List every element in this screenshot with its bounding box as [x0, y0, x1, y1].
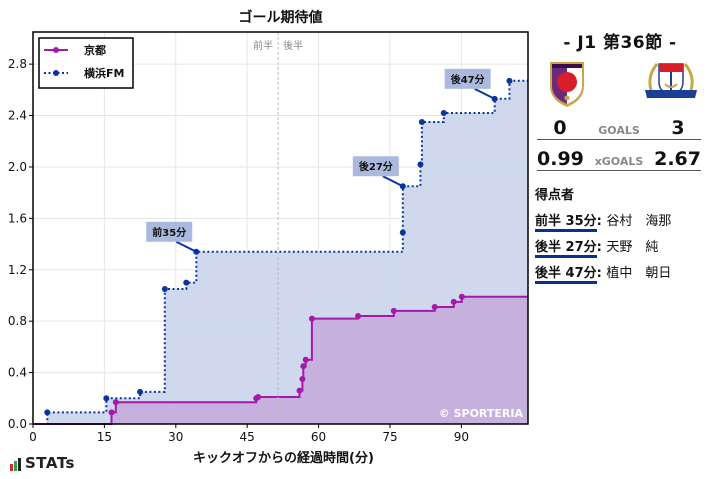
x-axis-label: キックオフからの経過時間(分)	[193, 450, 374, 466]
home-xg: 0.99	[537, 148, 584, 170]
x-tick-label: 60	[311, 430, 326, 444]
data-point	[103, 395, 110, 402]
data-point	[308, 315, 315, 322]
goal-annotation-box	[146, 221, 193, 242]
home-goals: 0	[553, 117, 567, 139]
y-tick-label: 0.0	[8, 417, 27, 431]
data-point	[390, 307, 397, 314]
data-point	[355, 313, 362, 320]
goal-annotation-box	[444, 68, 491, 89]
data-point	[418, 118, 425, 125]
x-tick-label: 30	[168, 430, 183, 444]
data-point	[296, 387, 303, 394]
data-point	[302, 356, 309, 363]
data-point	[431, 304, 438, 311]
goal-time: 後半 47分	[535, 266, 597, 284]
yokohama-fm-crest-icon	[645, 63, 697, 98]
match-sidebar: - J1 第36節 - 0 GOALS 3 0.99 xGOALS 2.67 得…	[533, 0, 707, 479]
data-point	[44, 409, 51, 416]
data-point	[299, 376, 306, 383]
scorer-row: 後半 47分: 植中 朝日	[535, 262, 705, 284]
data-point	[399, 229, 406, 236]
annotation-pointer	[474, 87, 496, 100]
kyoto-sanga-crest-icon	[550, 62, 584, 107]
data-point	[112, 399, 119, 406]
goal-annotation-label: 後47分	[451, 73, 485, 86]
data-point	[255, 394, 262, 401]
away-xg: 2.67	[654, 148, 701, 170]
goal-annotation-label: 後27分	[359, 160, 393, 173]
watermark: © SPORTERIA	[439, 407, 524, 420]
y-tick-label: 1.2	[8, 263, 27, 277]
x-tick-label: 45	[240, 430, 255, 444]
y-tick-label: 2.4	[8, 109, 27, 123]
goal-annotation-box	[352, 156, 399, 177]
second-half-label: 後半	[283, 39, 303, 52]
annotation-pointer	[382, 175, 404, 188]
scorer-name: 天野 純	[606, 240, 659, 255]
away-goals: 3	[671, 117, 685, 139]
goal-time: 前半 35分	[535, 214, 597, 232]
y-tick-label: 2.0	[8, 160, 27, 174]
data-point	[161, 286, 168, 293]
series-area	[33, 296, 528, 424]
data-point	[108, 409, 115, 416]
plot-frame	[32, 31, 529, 425]
scorer-row: 前半 35分: 谷村 海那	[535, 210, 705, 232]
data-point	[506, 77, 513, 84]
goals-row: 0 GOALS 3	[537, 116, 701, 140]
legend-home-label: 京都	[84, 43, 106, 57]
legend-away-label: 横浜FM	[84, 66, 124, 80]
x-tick-label: 15	[97, 430, 112, 444]
series-line	[33, 79, 528, 425]
first-half-label: 前半	[253, 39, 273, 52]
annotation-pointer	[175, 240, 197, 253]
xgoals-label: xGOALS	[594, 155, 644, 168]
data-point	[450, 298, 457, 305]
legend-home-marker	[53, 47, 59, 53]
scorers-title: 得点者	[535, 188, 575, 203]
data-point	[458, 293, 465, 300]
data-point	[440, 109, 447, 116]
y-tick-label: 2.8	[8, 57, 27, 71]
x-tick-label: 90	[454, 430, 469, 444]
x-tick-label: 0	[29, 430, 37, 444]
scorer-name: 植中 朝日	[606, 266, 672, 281]
xgoals-row: 0.99 xGOALS 2.67	[537, 147, 701, 171]
legend-away-marker	[53, 70, 59, 76]
data-point	[300, 363, 307, 370]
y-tick-label: 0.8	[8, 314, 27, 328]
scorers-list: 得点者 前半 35分: 谷村 海那 後半 27分: 天野 純 後半 47分: 植…	[535, 184, 705, 288]
stats-logo: STATs	[10, 456, 75, 471]
bar-chart-icon	[10, 458, 21, 471]
chart-title: ゴール期待値	[239, 9, 323, 26]
goal-time: 後半 27分	[535, 240, 597, 258]
y-tick-label: 0.4	[8, 366, 27, 380]
scorer-name: 谷村 海那	[606, 214, 672, 229]
data-point	[417, 161, 424, 168]
data-point	[183, 279, 190, 286]
brand-name: STATs	[25, 454, 75, 472]
legend-box	[38, 37, 134, 89]
goal-annotation-label: 前35分	[152, 226, 186, 239]
y-tick-label: 1.6	[8, 211, 27, 225]
data-point	[137, 388, 144, 395]
round-title: - J1 第36節 -	[563, 33, 677, 53]
scorer-row: 後半 27分: 天野 純	[535, 236, 705, 258]
goals-label: GOALS	[598, 124, 640, 137]
x-tick-label: 75	[382, 430, 397, 444]
